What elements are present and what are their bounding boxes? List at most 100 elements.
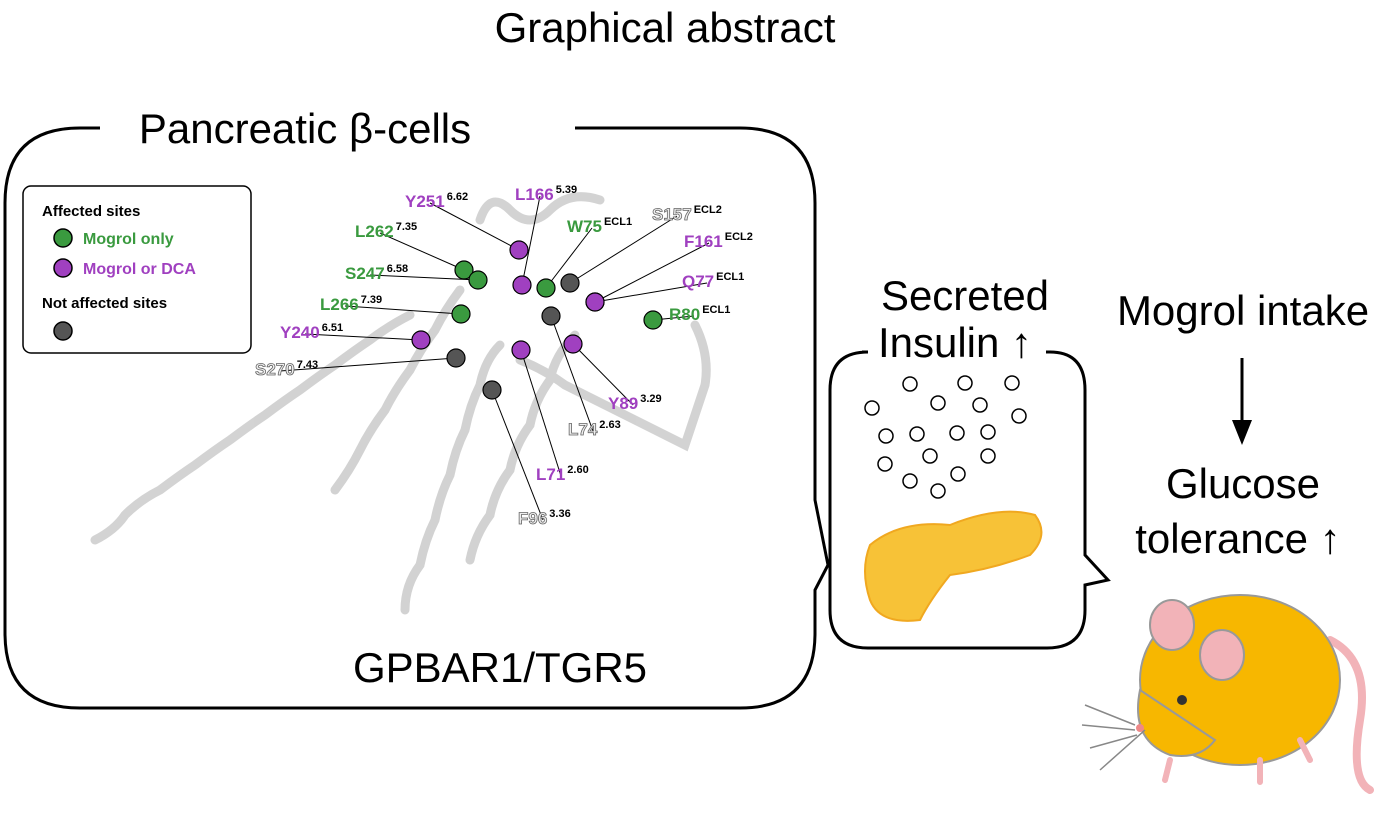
leader-line: [429, 202, 520, 251]
residue-position: 6.62: [447, 191, 468, 203]
insulin-label: Insulin ↑: [878, 319, 1032, 366]
residue-sphere: [563, 334, 583, 354]
speech-bubble: [3, 126, 830, 710]
residue-position: 3.29: [640, 393, 661, 405]
residue-name: L262: [355, 222, 394, 241]
pancreas: [864, 510, 1043, 622]
residue-label: F161 ECL2: [684, 231, 753, 251]
residue-label: S270 7.43: [255, 359, 318, 379]
residue-sphere: [411, 330, 431, 350]
residue-name: Y240: [280, 323, 320, 342]
residue-name: L166: [515, 185, 554, 204]
residue-position: ECL2: [725, 231, 753, 243]
residue-label: R80 ECL1: [669, 304, 730, 324]
residue-label: Q77 ECL1: [682, 271, 744, 291]
residue-sphere: [585, 292, 605, 312]
residue-name: F96: [518, 509, 547, 528]
leader-line: [369, 274, 479, 281]
leader-line: [491, 389, 544, 521]
leader-line: [569, 215, 678, 284]
mouse: [1081, 594, 1374, 794]
residue-position: 7.35: [396, 221, 417, 233]
speech-bubble: [828, 350, 1111, 650]
residue-name: S270: [255, 360, 295, 379]
residue-label: F96 3.36: [518, 508, 571, 528]
residue-label: L262 7.35: [355, 221, 417, 241]
leader-line: [545, 227, 593, 289]
residue-label: Y251 6.62: [405, 191, 468, 211]
residue-sphere: [509, 240, 529, 260]
residue-sphere: [446, 348, 466, 368]
residue-name: Q77: [682, 272, 714, 291]
residue-name: L71: [536, 465, 565, 484]
residue-name: S247: [345, 264, 385, 283]
panel-title: Pancreatic β-cells: [139, 105, 471, 152]
residue-name: F161: [684, 232, 723, 251]
legend-heading: Not affected sites: [42, 295, 167, 312]
residue-sphere: [541, 306, 561, 326]
leader-line: [521, 195, 541, 286]
legend-marker: [53, 321, 73, 341]
legend-label: Mogrol or DCA: [83, 261, 196, 278]
residue-sphere: [536, 278, 556, 298]
leader-line: [594, 282, 708, 303]
residue-label: S247 6.58: [345, 263, 408, 283]
legend-marker: [53, 228, 73, 248]
residue-label: S157 ECL2: [652, 204, 722, 224]
leader-line: [572, 343, 634, 406]
insulin-granules: [864, 375, 1027, 499]
residue-position: 7.43: [297, 359, 318, 371]
residue-position: 6.58: [387, 263, 408, 275]
residue-name: L266: [320, 295, 359, 314]
protein-ribbon: [90, 192, 711, 615]
result-label: tolerance ↑: [1135, 515, 1340, 562]
residue-label: L166 5.39: [515, 184, 577, 204]
leader-line: [344, 305, 462, 315]
leader-line: [594, 242, 710, 303]
residue-label: L266 7.39: [320, 294, 382, 314]
legend-heading: Affected sites: [42, 203, 140, 220]
residue-label: Y240 6.51: [280, 322, 343, 342]
residue-position: ECL1: [702, 304, 730, 316]
residue-name: Y89: [608, 394, 638, 413]
residue-position: 3.36: [549, 508, 570, 520]
residue-position: ECL1: [716, 271, 744, 283]
result-label: Glucose: [1166, 460, 1320, 507]
residue-sphere: [468, 270, 488, 290]
residue-sphere: [451, 304, 471, 324]
residue-name: S157: [652, 205, 692, 224]
leader-line: [520, 349, 562, 477]
protein-name: GPBAR1/TGR5: [353, 644, 647, 691]
residue-name: W75: [567, 217, 602, 236]
leader-line: [550, 315, 594, 432]
residue-position: 2.63: [599, 419, 620, 431]
residue-position: 2.60: [567, 464, 588, 476]
residue-position: 7.39: [361, 294, 382, 306]
insulin-label: Secreted: [881, 272, 1049, 319]
leader-line: [304, 333, 422, 341]
residue-sphere: [512, 275, 532, 295]
residue-sphere: [482, 380, 502, 400]
residue-position: 6.51: [322, 322, 343, 334]
arrow-head: [1232, 420, 1252, 445]
residue-label: L71 2.60: [536, 464, 589, 484]
residue-sphere: [511, 340, 531, 360]
legend-marker: [53, 258, 73, 278]
legend-box: [22, 185, 252, 354]
residue-label: Y89 3.29: [608, 393, 662, 413]
residue-sphere: [643, 310, 663, 330]
leader-line: [379, 232, 465, 271]
residue-name: L74: [568, 420, 598, 439]
residue-position: ECL2: [694, 204, 722, 216]
leader-line: [279, 357, 457, 372]
residue-sphere: [560, 273, 580, 293]
residue-label: L74 2.63: [568, 419, 621, 439]
residue-name: R80: [669, 305, 700, 324]
intake-label: Mogrol intake: [1117, 287, 1369, 334]
legend-label: Mogrol only: [83, 231, 174, 248]
residue-position: ECL1: [604, 216, 632, 228]
residue-name: Y251: [405, 192, 445, 211]
title: Graphical abstract: [495, 4, 836, 51]
residue-label: W75 ECL1: [567, 216, 632, 236]
